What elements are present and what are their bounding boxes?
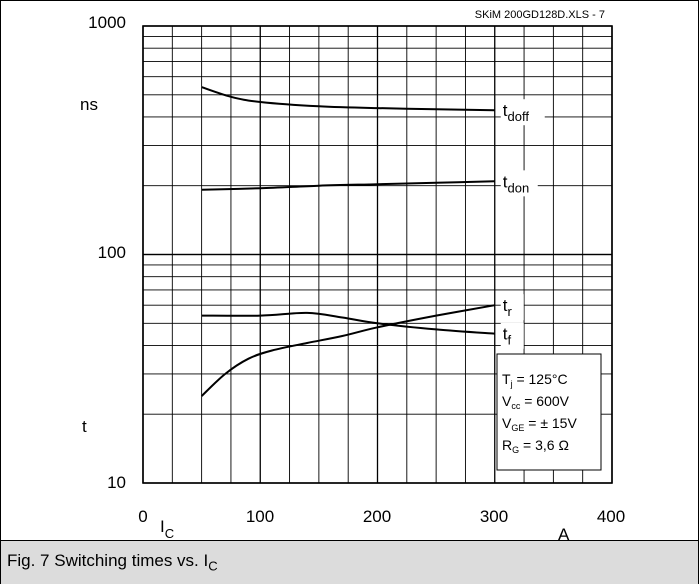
series-label-bg (500, 170, 538, 197)
series-line-r (200, 304, 495, 397)
series-label-r: tr (503, 296, 513, 319)
conditions-box (496, 353, 602, 471)
x-axis-label: IC (160, 517, 174, 540)
y-axis-symbol: t (82, 417, 87, 436)
x-tick-label: 300 (480, 507, 508, 526)
series-line-doff (201, 86, 495, 112)
series-label-don: tdon (503, 172, 529, 195)
series-label-doff: tdoff (503, 101, 530, 124)
y-tick-label: 1000 (88, 13, 126, 32)
y-unit-label: ns (80, 95, 98, 114)
source-label: SKiM 200GD128D.XLS - 7 (475, 9, 605, 21)
series-label-bg (500, 294, 524, 321)
series-label-bg (500, 322, 524, 349)
x-tick-label: 100 (246, 507, 274, 526)
caption-bar: Fig. 7 Switching times vs. IC (1, 540, 698, 584)
series-label-f: tf (503, 325, 512, 348)
x-tick-label: 0 (138, 507, 147, 526)
y-tick-label: 100 (98, 243, 126, 262)
x-unit-label: A (558, 525, 570, 540)
condition-vge: VGE = ± 15V (502, 415, 577, 433)
series-label-bg (500, 99, 545, 126)
condition-rg: RG = 3,6 Ω (502, 437, 569, 455)
series-line-f (201, 311, 495, 335)
x-tick-label: 200 (363, 507, 391, 526)
series-line-don (201, 180, 495, 191)
plot-border (142, 25, 613, 484)
figure-caption: Fig. 7 Switching times vs. IC (7, 551, 218, 574)
condition-tj: Tj = 125°C (502, 371, 568, 389)
y-tick-label: 10 (107, 473, 126, 492)
condition-vcc: Vcc = 600V (502, 393, 570, 411)
x-tick-label: 400 (597, 507, 625, 526)
